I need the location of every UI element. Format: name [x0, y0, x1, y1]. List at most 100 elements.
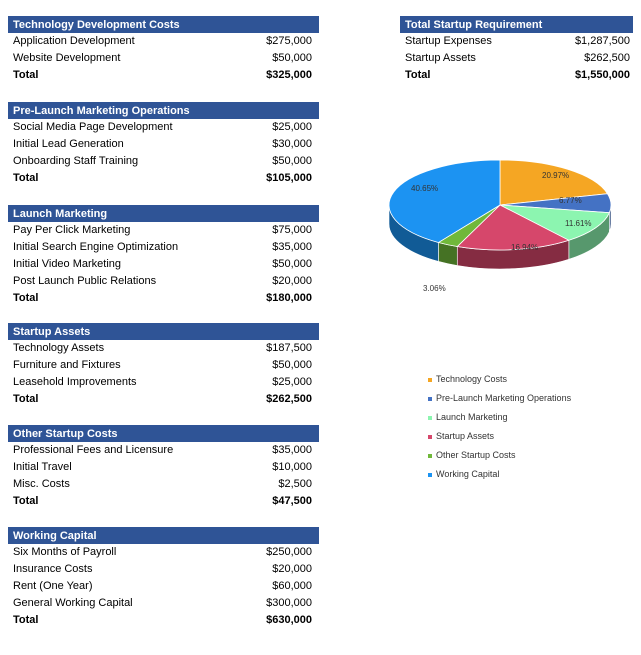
line-item-label: Social Media Page Development: [13, 121, 173, 133]
startup-costs-pie-chart: 20.97% 6.77% 11.61% 16.94% 3.06% 40.65%: [388, 159, 612, 293]
line-item-label: Initial Travel: [13, 461, 72, 473]
pre-launch-marketing-section: Pre-Launch Marketing Operations Social Me…: [8, 102, 319, 187]
line-item-value: $1,287,500: [574, 35, 630, 47]
legend-label: Working Capital: [436, 469, 500, 479]
line-item-value: $10,000: [272, 461, 312, 473]
total-row-value: $1,550,000: [574, 69, 630, 81]
line-item-label: Insurance Costs: [13, 563, 93, 575]
line-item-label: General Working Capital: [13, 597, 133, 609]
total-row-value: $47,500: [272, 495, 312, 507]
line-item-value: $50,000: [272, 258, 312, 270]
line-item: Website Development $50,000: [8, 50, 319, 67]
line-item-label: Technology Assets: [13, 342, 105, 354]
section-header: Launch Marketing: [8, 205, 319, 222]
working-capital-section: Working Capital Six Months of Payroll $250…: [8, 527, 319, 629]
line-item-value: $300,000: [266, 597, 312, 609]
line-item: Six Months of Payroll $250,000: [8, 544, 319, 561]
section-header: Pre-Launch Marketing Operations: [8, 102, 319, 119]
line-item: Initial Video Marketing $50,000: [8, 256, 319, 273]
line-item-value: $250,000: [266, 546, 312, 558]
line-item-label: Leasehold Improvements: [13, 376, 137, 388]
line-item: Onboarding Staff Training $50,000: [8, 153, 319, 170]
line-item: Insurance Costs $20,000: [8, 561, 319, 578]
other-startup-costs-section: Other Startup Costs Professional Fees and…: [8, 425, 319, 510]
line-item-value: $35,000: [272, 444, 312, 456]
line-item: Application Development $275,000: [8, 33, 319, 50]
pie-data-label: 16.94%: [511, 243, 538, 252]
total-row-value: $180,000: [266, 292, 312, 304]
line-item-label: Initial Lead Generation: [13, 138, 124, 150]
line-item-label: Furniture and Fixtures: [13, 359, 121, 371]
total-row-label: Total: [13, 393, 39, 405]
line-item-value: $30,000: [272, 138, 312, 150]
line-item-value: $25,000: [272, 121, 312, 133]
pie-slice-0: [499, 159, 609, 206]
total-row-label: Total: [13, 172, 39, 184]
pie-data-label: 6.77%: [559, 196, 582, 205]
section-header: Technology Development Costs: [8, 16, 319, 33]
legend-swatch: [428, 435, 432, 439]
pie-data-label: 20.97%: [542, 171, 569, 180]
line-item-label: Startup Assets: [405, 52, 476, 64]
total-row: Total $325,000: [8, 67, 319, 84]
line-item-label: Initial Search Engine Optimization: [13, 241, 179, 253]
line-item-label: Post Launch Public Relations: [13, 275, 157, 287]
pie-slice-3: [456, 204, 570, 251]
tech-development-costs-section: Technology Development Costs Application …: [8, 16, 319, 84]
legend-item: Other Startup Costs: [428, 446, 571, 465]
total-row: Total $180,000: [8, 290, 319, 307]
total-row-label: Total: [13, 292, 39, 304]
line-item-value: $25,000: [272, 376, 312, 388]
line-item: Pay Per Click Marketing $75,000: [8, 222, 319, 239]
total-row-value: $262,500: [266, 393, 312, 405]
line-item-label: Startup Expenses: [405, 35, 492, 47]
line-item: Initial Travel $10,000: [8, 459, 319, 476]
line-item-value: $2,500: [278, 478, 312, 490]
line-item-label: Initial Video Marketing: [13, 258, 122, 270]
line-item-label: Application Development: [13, 35, 135, 47]
line-item-value: $50,000: [272, 52, 312, 64]
line-item-value: $262,500: [584, 52, 630, 64]
total-row-value: $105,000: [266, 172, 312, 184]
line-item-value: $60,000: [272, 580, 312, 592]
total-row: Total $1,550,000: [400, 67, 633, 84]
line-item-value: $50,000: [272, 359, 312, 371]
line-item: Startup Expenses $1,287,500: [400, 33, 633, 50]
line-item-value: $75,000: [272, 224, 312, 236]
total-row: Total $630,000: [8, 612, 319, 629]
section-header: Other Startup Costs: [8, 425, 319, 442]
line-item-value: $50,000: [272, 155, 312, 167]
total-row-label: Total: [405, 69, 431, 81]
legend-item: Launch Marketing: [428, 408, 571, 427]
line-item-label: Rent (One Year): [13, 580, 93, 592]
legend-item: Startup Assets: [428, 427, 571, 446]
legend-swatch: [428, 416, 432, 420]
line-item-label: Website Development: [13, 52, 121, 64]
line-item-value: $187,500: [266, 342, 312, 354]
total-row-label: Total: [13, 495, 39, 507]
pie-data-label: 11.61%: [565, 219, 592, 228]
legend-label: Startup Assets: [436, 431, 495, 441]
legend-label: Launch Marketing: [436, 412, 508, 422]
legend-swatch: [428, 397, 432, 401]
legend-label: Pre-Launch Marketing Operations: [436, 393, 572, 403]
line-item-value: $275,000: [266, 35, 312, 47]
line-item: Leasehold Improvements $25,000: [8, 374, 319, 391]
legend-swatch: [428, 378, 432, 382]
legend-item: Working Capital: [428, 465, 571, 484]
total-row: Total $47,500: [8, 493, 319, 510]
line-item-label: Pay Per Click Marketing: [13, 224, 131, 236]
line-item-value: $35,000: [272, 241, 312, 253]
line-item: Startup Assets $262,500: [400, 50, 633, 67]
pie-slice-5: [388, 159, 501, 243]
total-row-value: $325,000: [266, 69, 312, 81]
legend-label: Other Startup Costs: [436, 450, 516, 460]
legend-item: Technology Costs: [428, 370, 571, 389]
line-item-label: Six Months of Payroll: [13, 546, 117, 558]
line-item: Post Launch Public Relations $20,000: [8, 273, 319, 290]
total-startup-requirement-section: Total Startup Requirement Startup Expense…: [400, 16, 633, 84]
line-item: Initial Lead Generation $30,000: [8, 136, 319, 153]
pie-data-label: 3.06%: [423, 284, 446, 293]
section-header: Startup Assets: [8, 323, 319, 340]
total-row: Total $105,000: [8, 170, 319, 187]
